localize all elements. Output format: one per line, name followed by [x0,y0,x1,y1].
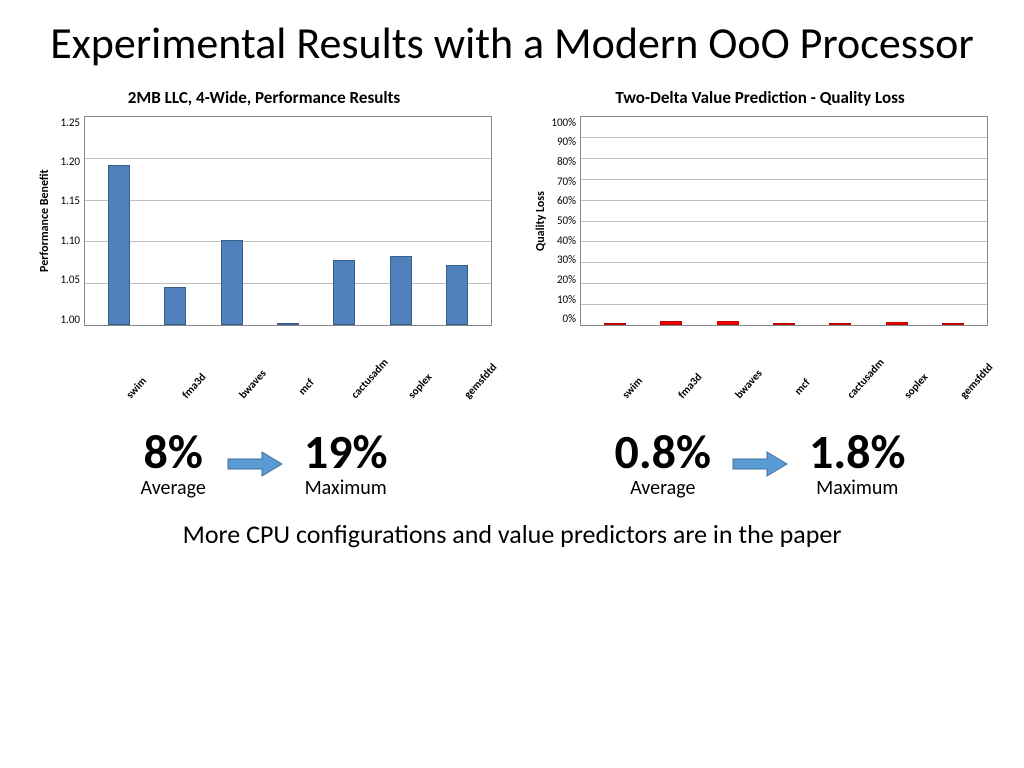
xtick-label: gemsfdtd [461,376,485,401]
ytick-label: 90% [550,135,576,148]
xtick-label: cactusadm [349,376,373,401]
left-avg-value: 8% [141,428,206,476]
slide: Experimental Results with a Modern OoO P… [0,0,1024,768]
right-summary: 0.8% Average 1.8% Maximum [532,428,988,500]
right-chart-ylabel: Quality Loss [532,116,550,326]
right-avg-value: 0.8% [615,428,711,476]
left-avg-stat: 8% Average [141,428,206,500]
left-chart-xticks: swimfma3dbwavesmcfcactusadmsoplexgemsfdt… [85,370,491,383]
xtick-label: bwaves [732,376,756,401]
ytick-label: 30% [550,253,576,266]
ytick-label: 1.05 [54,273,80,286]
charts-row: 2MB LLC, 4-Wide, Performance Results Per… [36,87,988,376]
ytick-label: 0% [550,312,576,325]
bar [333,260,355,325]
ytick-label: 10% [550,293,576,306]
right-chart-yticks: 100% 90% 80% 70% 60% 50% 40% 30% 20% 10% 0% [550,116,580,326]
right-chart-title: Two-Delta Value Prediction - Quality Los… [615,87,904,108]
ytick-label: 80% [550,155,576,168]
ytick-label: 1.20 [54,155,80,168]
xtick-label: fma3d [180,376,204,401]
xtick-label: mcf [788,376,812,401]
left-avg-label: Average [141,476,206,500]
bar [942,323,964,325]
left-chart-panel: 2MB LLC, 4-Wide, Performance Results Per… [36,87,492,376]
ytick-label: 20% [550,273,576,286]
bar [221,240,243,325]
xtick-label: bwaves [236,376,260,401]
ytick-label: 1.10 [54,234,80,247]
right-max-stat: 1.8% Maximum [809,428,905,500]
ytick-label: 1.25 [54,116,80,129]
bar [604,323,626,325]
left-chart-yticks: 1.25 1.20 1.15 1.10 1.05 1.00 [54,116,84,326]
left-max-value: 19% [304,428,388,476]
left-chart-area: Performance Benefit 1.25 1.20 1.15 1.10 1.05… [36,116,492,376]
bar [446,265,468,325]
left-chart-ylabel: Performance Benefit [36,116,54,326]
xtick-label: swim [123,376,147,401]
ytick-label: 1.00 [54,313,80,326]
ytick-label: 50% [550,214,576,227]
xtick-label: mcf [292,376,316,401]
right-chart-area: Quality Loss 100% 90% 80% 70% 60% 50% 40% 30% 20… [532,116,988,376]
bar [717,321,739,325]
left-summary: 8% Average 19% Maximum [36,428,492,500]
left-chart-plot: swimfma3dbwavesmcfcactusadmsoplexgemsfdt… [84,116,492,326]
left-chart-bars [85,117,491,325]
right-avg-stat: 0.8% Average [615,428,711,500]
ytick-label: 1.15 [54,194,80,207]
xtick-label: gemsfdtd [957,376,981,401]
summary-row: 8% Average 19% Maximum 0.8% Average 1.8%… [36,428,988,500]
right-chart-panel: Two-Delta Value Prediction - Quality Los… [532,87,988,376]
right-chart-xticks: swimfma3dbwavesmcfcactusadmsoplexgemsfdt… [581,370,987,383]
xtick-label: swim [619,376,643,401]
xtick-label: fma3d [676,376,700,401]
bar [277,323,299,325]
ytick-label: 100% [550,116,576,129]
ytick-label: 70% [550,175,576,188]
right-chart-plot: swimfma3dbwavesmcfcactusadmsoplexgemsfdt… [580,116,988,326]
bar [164,287,186,324]
xtick-label: cactusadm [845,376,869,401]
bar [390,256,412,324]
ytick-label: 40% [550,234,576,247]
bar [773,323,795,325]
arrow-icon [226,449,284,479]
bar [660,321,682,324]
left-max-label: Maximum [304,476,388,500]
ytick-label: 60% [550,194,576,207]
footer-note: More CPU configurations and value predic… [36,518,988,550]
bar [829,323,851,325]
arrow-icon [731,449,789,479]
xtick-label: soplex [901,376,925,401]
right-max-label: Maximum [809,476,905,500]
xtick-label: soplex [405,376,429,401]
page-title: Experimental Results with a Modern OoO P… [36,18,988,69]
left-max-stat: 19% Maximum [304,428,388,500]
right-chart-bars [581,117,987,325]
bar [886,322,908,325]
left-chart-title: 2MB LLC, 4-Wide, Performance Results [128,87,400,108]
bar [108,165,130,325]
right-max-value: 1.8% [809,428,905,476]
